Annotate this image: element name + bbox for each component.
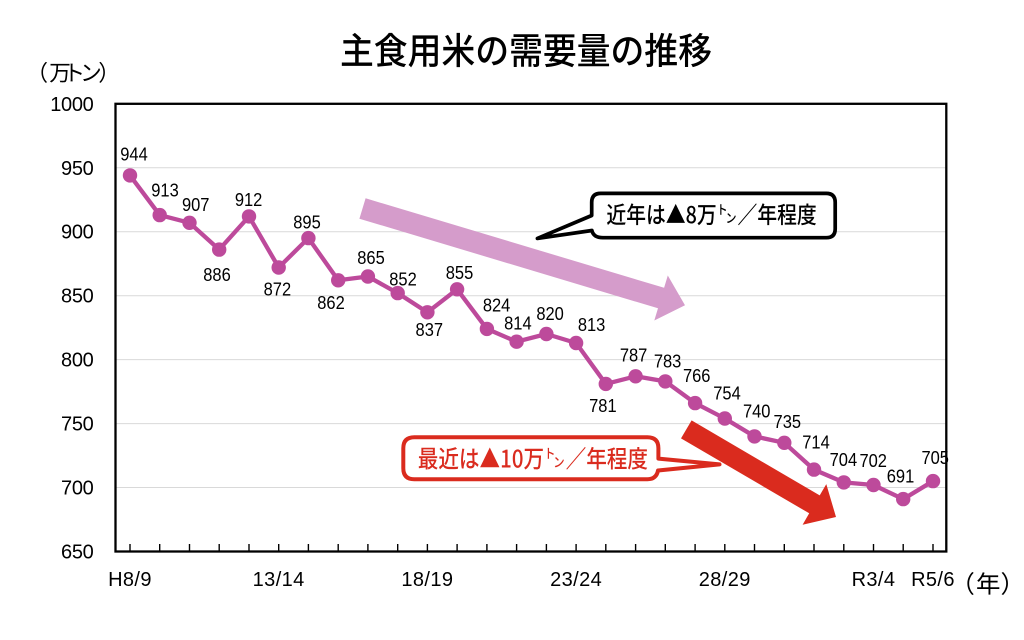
svg-text:944: 944 <box>120 143 148 164</box>
svg-text:950: 950 <box>61 158 94 180</box>
svg-text:H8/9: H8/9 <box>108 569 152 591</box>
svg-text:705: 705 <box>921 447 949 468</box>
svg-text:750: 750 <box>61 414 94 436</box>
svg-text:754: 754 <box>713 383 741 404</box>
svg-text:820: 820 <box>536 303 564 324</box>
svg-text:691: 691 <box>887 466 915 487</box>
svg-text:913: 913 <box>151 179 179 200</box>
svg-text:872: 872 <box>264 279 292 300</box>
svg-text:R5/6: R5/6 <box>911 569 955 591</box>
svg-text:852: 852 <box>389 268 417 289</box>
svg-text:714: 714 <box>802 432 830 453</box>
svg-text:18/19: 18/19 <box>401 569 453 591</box>
svg-text:787: 787 <box>620 345 648 366</box>
svg-text:865: 865 <box>357 247 385 268</box>
svg-text:850: 850 <box>61 286 94 308</box>
svg-text:895: 895 <box>293 212 321 233</box>
svg-text:855: 855 <box>446 262 474 283</box>
svg-text:907: 907 <box>182 194 210 215</box>
svg-text:13/14: 13/14 <box>253 569 305 591</box>
svg-text:813: 813 <box>578 314 606 335</box>
svg-text:766: 766 <box>683 365 711 386</box>
svg-text:783: 783 <box>654 351 682 372</box>
svg-text:837: 837 <box>416 319 444 340</box>
svg-text:735: 735 <box>774 411 802 432</box>
svg-text:814: 814 <box>504 313 532 334</box>
svg-text:R3/4: R3/4 <box>852 569 896 591</box>
svg-text:824: 824 <box>483 294 511 315</box>
svg-text:650: 650 <box>61 542 94 564</box>
svg-text:900: 900 <box>61 222 94 244</box>
svg-text:28/29: 28/29 <box>699 569 751 591</box>
svg-text:1000: 1000 <box>50 94 93 116</box>
svg-text:23/24: 23/24 <box>550 569 602 591</box>
svg-text:740: 740 <box>743 400 771 421</box>
svg-text:886: 886 <box>203 264 231 285</box>
svg-text:700: 700 <box>61 478 94 500</box>
svg-text:702: 702 <box>859 450 887 471</box>
svg-text:704: 704 <box>830 449 858 470</box>
svg-text:800: 800 <box>61 350 94 372</box>
svg-text:912: 912 <box>235 189 263 210</box>
svg-text:862: 862 <box>317 292 345 313</box>
svg-text:781: 781 <box>589 395 617 416</box>
